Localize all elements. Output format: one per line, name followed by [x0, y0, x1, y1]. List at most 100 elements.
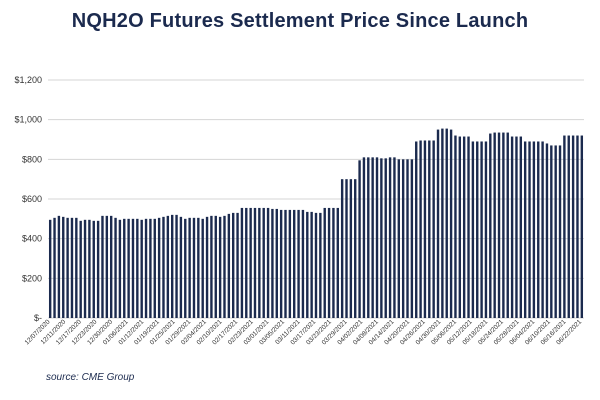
bar: [214, 215, 217, 318]
bar: [462, 136, 466, 318]
bar: [293, 209, 296, 318]
bar: [336, 207, 339, 318]
bar: [205, 216, 209, 318]
bar: [92, 220, 95, 318]
bar: [232, 212, 235, 318]
y-tick-label: $1,000: [14, 115, 42, 125]
bar: [157, 217, 161, 318]
bar: [236, 212, 239, 318]
bar: [66, 217, 69, 318]
bar: [175, 214, 178, 318]
bar: [345, 179, 348, 318]
bar: [301, 209, 305, 318]
bar: [240, 207, 244, 318]
bar: [415, 141, 418, 318]
y-tick-label: $600: [22, 194, 42, 204]
bar: [314, 212, 318, 318]
bar: [249, 207, 252, 318]
bar: [227, 213, 231, 319]
bar: [489, 133, 492, 318]
bar: [310, 211, 313, 318]
bar: [362, 157, 366, 318]
bar: [541, 141, 544, 318]
bar: [218, 216, 222, 318]
bar: [545, 143, 549, 318]
bar: [484, 141, 488, 318]
y-tick-label: $400: [22, 234, 42, 244]
bar: [550, 145, 553, 318]
bar: [75, 217, 78, 318]
bar: [284, 209, 287, 318]
bar: [109, 215, 113, 318]
bar: [397, 159, 400, 318]
bar: [497, 132, 501, 318]
bar: [319, 212, 322, 318]
bar: [127, 218, 130, 318]
bar: [519, 136, 523, 318]
bar: [253, 207, 257, 318]
bar: [393, 157, 396, 318]
bar: [532, 141, 536, 318]
bar: [57, 215, 61, 318]
bar: [123, 218, 126, 318]
bar: [101, 215, 104, 318]
bar: [118, 219, 122, 318]
bar: [371, 157, 374, 318]
bar: [375, 157, 379, 318]
bar: [554, 145, 557, 318]
bar: [266, 207, 270, 318]
chart-title: NQH2O Futures Settlement Price Since Lau…: [71, 10, 529, 32]
bar: [79, 220, 82, 318]
y-tick-label: $1,200: [14, 75, 42, 85]
bar: [192, 217, 196, 318]
bar: [471, 141, 475, 318]
bar: [419, 140, 422, 318]
bar: [558, 145, 562, 318]
bar: [445, 128, 448, 318]
bar: [467, 136, 470, 318]
bar: [349, 179, 353, 318]
bar: [48, 219, 52, 318]
bar: [436, 129, 440, 318]
bar: [454, 135, 457, 318]
bar: [188, 217, 191, 318]
bar: [571, 135, 575, 318]
bar: [149, 218, 152, 318]
bar: [432, 140, 435, 318]
y-tick-label: $200: [22, 273, 42, 283]
bar: [332, 207, 335, 318]
bars: [48, 128, 584, 319]
bar: [502, 132, 505, 318]
bar: [423, 140, 427, 318]
bar: [406, 159, 409, 318]
bar: [528, 141, 531, 318]
bar: [88, 219, 91, 318]
bar: [162, 216, 165, 318]
bar: [53, 217, 56, 318]
bar: [476, 141, 479, 318]
y-tick-label: $-: [34, 313, 42, 323]
bar: [537, 141, 540, 318]
bar: [340, 179, 344, 318]
y-tick-label: $800: [22, 154, 42, 164]
bar: [83, 219, 87, 318]
bar: [384, 158, 387, 318]
bar: [62, 216, 65, 318]
bar: [288, 209, 292, 318]
bar: [70, 217, 74, 318]
bar: [140, 219, 143, 318]
bar: [358, 160, 361, 318]
bar: [210, 215, 213, 318]
bar: [201, 218, 204, 318]
source-note: source: CME Group: [46, 372, 135, 383]
bar: [306, 211, 309, 318]
bar: [114, 217, 117, 318]
bar: [388, 157, 392, 318]
bar: [515, 136, 518, 318]
bar: [297, 209, 300, 318]
bar: [262, 207, 265, 318]
bar: [197, 217, 200, 318]
bar: [563, 135, 566, 318]
bar: [480, 141, 483, 318]
